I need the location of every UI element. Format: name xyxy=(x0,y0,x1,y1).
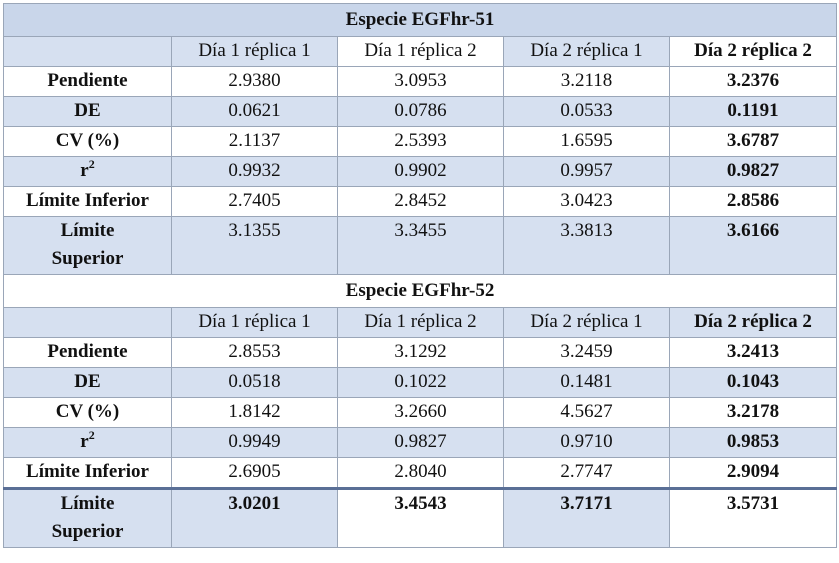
value-cell: 3.7171 xyxy=(503,487,670,548)
row-label: r2 xyxy=(3,156,172,187)
table-title: Especie EGFhr-52 xyxy=(3,274,837,308)
value-cell: 3.2178 xyxy=(669,397,837,428)
value-cell: 0.0786 xyxy=(337,96,504,127)
value-cell: 3.1292 xyxy=(337,337,504,368)
results-table: Especie EGFhr-51 Día 1 réplica 1 Día 1 r… xyxy=(3,3,837,548)
table-row: Límite Superior 3.0201 3.4543 3.7171 3.57… xyxy=(3,487,837,548)
value-cell: 3.3813 xyxy=(503,216,670,275)
results-table-container: Especie EGFhr-51 Día 1 réplica 1 Día 1 r… xyxy=(3,3,837,548)
value-cell: 2.8586 xyxy=(669,186,837,217)
value-cell: 2.7747 xyxy=(503,457,670,489)
value-cell: 0.9710 xyxy=(503,427,670,458)
header-row: Día 1 réplica 1 Día 1 réplica 2 Día 2 ré… xyxy=(3,307,837,338)
value-cell: 3.2376 xyxy=(669,66,837,97)
row-label-text: r xyxy=(80,431,89,452)
table-row: Límite Inferior 2.7405 2.8452 3.0423 2.8… xyxy=(3,186,837,217)
table-row: DE 0.0518 0.1022 0.1481 0.1043 xyxy=(3,367,837,398)
row-label: Límite Superior xyxy=(3,216,172,275)
header-cell: Día 2 réplica 2 xyxy=(669,307,837,338)
value-cell: 2.6905 xyxy=(171,457,338,489)
header-cell: Día 1 réplica 2 xyxy=(337,307,504,338)
table-row: r2 0.9949 0.9827 0.9710 0.9853 xyxy=(3,427,837,458)
header-cell: Día 2 réplica 1 xyxy=(503,307,670,338)
row-label-line: Superior xyxy=(51,521,124,542)
value-cell: 2.7405 xyxy=(171,186,338,217)
value-cell: 3.0423 xyxy=(503,186,670,217)
value-cell: 0.9949 xyxy=(171,427,338,458)
value-cell: 3.2660 xyxy=(337,397,504,428)
value-cell: 3.4543 xyxy=(337,487,504,548)
value-cell: 3.1355 xyxy=(171,216,338,275)
row-label: r2 xyxy=(3,427,172,458)
table-row: Pendiente 2.9380 3.0953 3.2118 3.2376 xyxy=(3,66,837,97)
value-cell: 3.5731 xyxy=(669,487,837,548)
row-label: CV (%) xyxy=(3,126,172,157)
value-cell: 0.0533 xyxy=(503,96,670,127)
value-cell: 2.8553 xyxy=(171,337,338,368)
row-label: DE xyxy=(3,96,172,127)
row-label: Límite Inferior xyxy=(3,186,172,217)
value-cell: 0.1043 xyxy=(669,367,837,398)
value-cell: 2.9380 xyxy=(171,66,338,97)
row-label-line: Límite xyxy=(60,493,115,514)
value-cell: 2.1137 xyxy=(171,126,338,157)
row-label: Pendiente xyxy=(3,337,172,368)
row-label-superscript: 2 xyxy=(88,427,95,442)
table-row: CV (%) 1.8142 3.2660 4.5627 3.2178 xyxy=(3,397,837,428)
value-cell: 3.6166 xyxy=(669,216,837,275)
row-label-line: Superior xyxy=(51,248,124,269)
value-cell: 0.9902 xyxy=(337,156,504,187)
table-row: r2 0.9932 0.9902 0.9957 0.9827 xyxy=(3,156,837,187)
value-cell: 3.0953 xyxy=(337,66,504,97)
value-cell: 1.8142 xyxy=(171,397,338,428)
value-cell: 3.3455 xyxy=(337,216,504,275)
value-cell: 0.0518 xyxy=(171,367,338,398)
row-label-superscript: 2 xyxy=(88,156,95,171)
row-label: Límite Superior xyxy=(3,487,172,548)
row-label-text: r xyxy=(80,160,89,181)
table-title-row: Especie EGFhr-52 xyxy=(3,274,837,308)
header-cell: Día 2 réplica 1 xyxy=(503,36,670,67)
table-title: Especie EGFhr-51 xyxy=(3,3,837,37)
value-cell: 1.6595 xyxy=(503,126,670,157)
value-cell: 2.8040 xyxy=(337,457,504,489)
value-cell: 0.1481 xyxy=(503,367,670,398)
row-label: DE xyxy=(3,367,172,398)
value-cell: 0.9827 xyxy=(337,427,504,458)
value-cell: 0.9932 xyxy=(171,156,338,187)
table-row: Límite Inferior 2.6905 2.8040 2.7747 2.9… xyxy=(3,457,837,489)
value-cell: 0.9957 xyxy=(503,156,670,187)
header-row: Día 1 réplica 1 Día 1 réplica 2 Día 2 ré… xyxy=(3,36,837,67)
value-cell: 2.5393 xyxy=(337,126,504,157)
value-cell: 3.0201 xyxy=(171,487,338,548)
value-cell: 0.0621 xyxy=(171,96,338,127)
header-cell: Día 1 réplica 2 xyxy=(337,36,504,67)
value-cell: 3.2459 xyxy=(503,337,670,368)
value-cell: 3.2413 xyxy=(669,337,837,368)
table-row: Pendiente 2.8553 3.1292 3.2459 3.2413 xyxy=(3,337,837,368)
value-cell: 4.5627 xyxy=(503,397,670,428)
value-cell: 0.1191 xyxy=(669,96,837,127)
value-cell: 0.9853 xyxy=(669,427,837,458)
table-row: CV (%) 2.1137 2.5393 1.6595 3.6787 xyxy=(3,126,837,157)
header-empty-cell xyxy=(3,36,172,67)
row-label: Límite Inferior xyxy=(3,457,172,489)
table-row: DE 0.0621 0.0786 0.0533 0.1191 xyxy=(3,96,837,127)
row-label: CV (%) xyxy=(3,397,172,428)
table-title-row: Especie EGFhr-51 xyxy=(3,3,837,37)
value-cell: 2.9094 xyxy=(669,457,837,489)
row-label: Pendiente xyxy=(3,66,172,97)
value-cell: 0.1022 xyxy=(337,367,504,398)
row-label-line: Límite xyxy=(60,220,115,241)
value-cell: 3.6787 xyxy=(669,126,837,157)
header-cell: Día 2 réplica 2 xyxy=(669,36,837,67)
header-empty-cell xyxy=(3,307,172,338)
value-cell: 3.2118 xyxy=(503,66,670,97)
value-cell: 0.9827 xyxy=(669,156,837,187)
table-row: Límite Superior 3.1355 3.3455 3.3813 3.61… xyxy=(3,216,837,275)
value-cell: 2.8452 xyxy=(337,186,504,217)
header-cell: Día 1 réplica 1 xyxy=(171,307,338,338)
header-cell: Día 1 réplica 1 xyxy=(171,36,338,67)
